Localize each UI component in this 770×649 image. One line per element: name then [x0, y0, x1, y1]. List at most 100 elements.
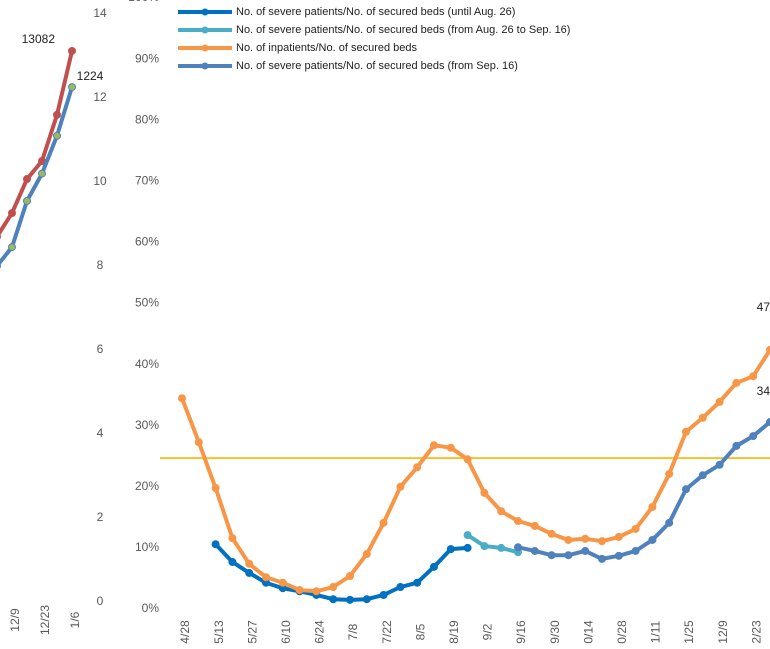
annotation: 13082 [22, 32, 56, 46]
data-point [430, 562, 438, 571]
data-point [228, 534, 237, 543]
x-tick-label: 9/30 [548, 620, 562, 644]
data-point [8, 209, 16, 218]
data-point [413, 463, 422, 472]
data-point [211, 484, 220, 493]
x-tick-label: 5/27 [245, 620, 259, 644]
legend-marker [201, 26, 209, 34]
data-point [446, 545, 455, 554]
data-point [581, 534, 590, 543]
y-tick-label: 10% [135, 540, 159, 554]
data-point [245, 568, 254, 577]
y-tick-label: 80% [135, 112, 159, 126]
data-point [598, 554, 606, 563]
y-tick-label: 0 [97, 594, 104, 608]
x-tick-label: 8/5 [413, 623, 427, 640]
data-point [682, 485, 690, 494]
data-point [463, 543, 472, 552]
data-point [312, 587, 321, 596]
x-tick-label: 8/19 [447, 620, 461, 644]
data-point [614, 551, 623, 560]
data-point [614, 532, 623, 541]
data-point [631, 546, 640, 555]
data-point [766, 345, 770, 354]
legend-label: No. of severe patients/No. of secured be… [236, 60, 518, 72]
x-tick-label: 12/9 [716, 620, 730, 644]
annotation: 1224 [77, 69, 104, 83]
y-tick-label: 2 [97, 510, 104, 524]
annotation: 47 [757, 300, 770, 314]
data-point [278, 578, 287, 587]
data-point [379, 590, 388, 599]
y-tick-label: 100% [128, 0, 159, 4]
data-point [68, 83, 76, 92]
data-point [497, 507, 506, 516]
data-point [211, 540, 220, 549]
data-point [463, 531, 472, 540]
data-point [38, 169, 46, 178]
data-point [463, 455, 472, 464]
data-point [547, 551, 556, 560]
data-point [0, 233, 1, 240]
y-tick-label: 12 [93, 90, 107, 104]
x-tick-label: 5/13 [212, 620, 226, 644]
data-point [648, 502, 657, 511]
data-point [346, 595, 354, 604]
data-point [228, 557, 237, 566]
data-point [598, 537, 606, 546]
data-point [564, 535, 573, 544]
x-tick-label: 9/2 [481, 623, 495, 640]
x-tick-label: 12/23 [38, 605, 52, 635]
data-point [329, 595, 338, 604]
x-tick-label: 12/9 [8, 608, 22, 632]
x-tick-label: 9/16 [514, 620, 528, 644]
data-point [665, 469, 674, 478]
y-tick-label: 4 [97, 426, 104, 440]
data-point [379, 518, 388, 527]
y-tick-label: 50% [135, 296, 159, 310]
data-point [497, 543, 506, 552]
data-point [648, 535, 657, 544]
annotation: 34 [757, 384, 770, 398]
y-tick-label: 60% [135, 235, 159, 249]
data-point [362, 595, 371, 604]
x-tick-label: 1/11 [649, 620, 663, 643]
series-line [517, 420, 770, 561]
data-point [530, 546, 539, 555]
data-point [732, 441, 741, 450]
x-tick-label: 4/28 [178, 620, 192, 644]
y-tick-label: 0% [142, 601, 160, 615]
legend-label: No. of inpatients/No. of secured beds [236, 42, 417, 54]
data-point [245, 559, 254, 568]
legend-label: No. of severe patients/No. of secured be… [236, 24, 570, 36]
x-tick-label: 6/24 [313, 620, 327, 644]
data-point [631, 524, 640, 533]
data-point [514, 517, 522, 526]
series-line [466, 533, 519, 555]
data-point [715, 397, 724, 406]
data-point [329, 583, 338, 592]
y-tick-label: 8 [97, 258, 104, 272]
x-tick-label: 1/25 [682, 620, 696, 644]
y-tick-label: 6 [97, 342, 104, 356]
data-point [194, 438, 203, 447]
y-tick-label: 10 [93, 174, 107, 188]
series-line [180, 348, 770, 594]
data-point [362, 550, 371, 559]
data-point [0, 263, 1, 269]
y-tick-label: 90% [135, 51, 159, 65]
data-point [262, 573, 270, 582]
y-tick-label: 40% [135, 357, 159, 371]
data-point [749, 372, 758, 381]
data-point [698, 413, 707, 422]
data-point [396, 583, 405, 592]
y-tick-label: 70% [135, 173, 159, 187]
data-point [564, 551, 573, 560]
x-tick-label: 2/23 [749, 620, 763, 644]
data-point [68, 46, 76, 55]
data-point [8, 243, 16, 252]
data-point [396, 482, 405, 491]
x-tick-label: 6/10 [279, 620, 293, 644]
data-point [480, 542, 489, 551]
